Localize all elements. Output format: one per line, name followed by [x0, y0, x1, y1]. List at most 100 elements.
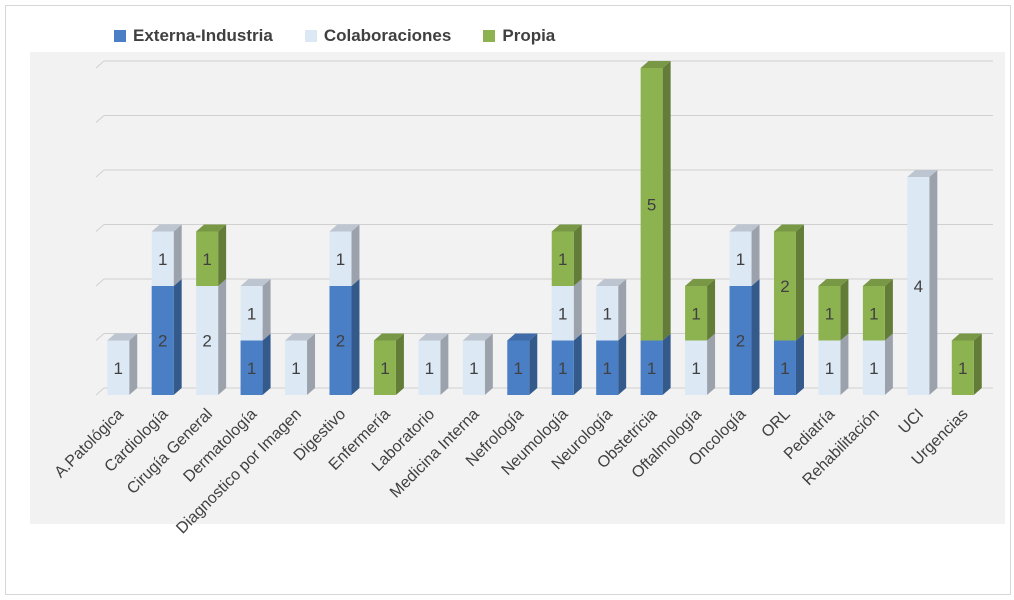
bar-top	[862, 279, 893, 286]
bar-side-propia	[840, 279, 849, 341]
bar-colaboraciones	[462, 340, 485, 395]
bar-stack-dermatologia: 11	[240, 279, 271, 395]
bar-top	[551, 224, 582, 232]
bar-top	[285, 333, 316, 341]
bar-propia	[951, 340, 974, 395]
bar-propia	[196, 231, 219, 286]
legend-swatch-externa-industria	[114, 30, 126, 42]
data-label: 1	[869, 359, 878, 378]
bar-side-externa-industria	[662, 333, 671, 395]
bar-side-externa-industria	[573, 333, 582, 395]
data-label: 1	[291, 359, 300, 378]
bar-colaboraciones	[151, 231, 174, 286]
bar-stack-a-patologica: 1	[107, 333, 138, 395]
gridline-side	[95, 169, 105, 178]
bar-side-externa-industria	[173, 279, 182, 395]
bar-side-colaboraciones	[262, 279, 271, 341]
bar-top	[729, 224, 760, 232]
bar-top	[685, 279, 716, 286]
bar-side-colaboraciones	[484, 333, 493, 395]
bar-colaboraciones	[196, 286, 219, 395]
bar-side-colaboraciones	[840, 333, 849, 395]
bar-top	[373, 333, 404, 341]
bar-side-colaboraciones	[884, 333, 893, 395]
data-label: 1	[247, 359, 256, 378]
data-label: 1	[647, 359, 656, 378]
data-label: 1	[113, 359, 122, 378]
bar-colaboraciones	[729, 231, 752, 286]
legend-item-colaboraciones: Colaboraciones	[304, 26, 452, 46]
bar-propia	[862, 286, 885, 341]
data-label: 1	[691, 359, 700, 378]
bar-propia	[373, 340, 396, 395]
bar-stack-digestivo: 21	[329, 224, 360, 395]
bar-colaboraciones	[907, 177, 930, 395]
data-label: 1	[158, 250, 167, 269]
bar-propia	[773, 231, 796, 341]
data-label: 1	[202, 250, 211, 269]
bar-externa-industria	[596, 340, 619, 395]
bar-top	[418, 333, 449, 341]
data-label: 1	[558, 250, 567, 269]
bar-stack-cirugia-general: 21	[196, 224, 227, 395]
bar-top	[507, 333, 538, 341]
bar-externa-industria	[151, 286, 174, 395]
bar-top	[329, 224, 360, 232]
bar-side-colaboraciones	[218, 279, 227, 395]
bar-stack-laboratorio: 1	[418, 333, 449, 395]
bar-top	[151, 224, 182, 232]
legend-item-externa-industria: Externa-Industria	[114, 26, 273, 46]
bar-stack-diagnostico-por-imagen: 1	[285, 333, 316, 395]
data-label: 2	[158, 332, 167, 351]
bar-colaboraciones	[818, 340, 841, 395]
data-label: 1	[380, 359, 389, 378]
data-label: 2	[336, 332, 345, 351]
bar-colaboraciones	[418, 340, 441, 395]
bar-externa-industria	[773, 340, 796, 395]
gridline-side	[95, 115, 105, 123]
bar-side-externa-industria	[262, 333, 271, 395]
data-label: 1	[469, 359, 478, 378]
bar-side-externa-industria	[795, 333, 804, 395]
gridline-side	[95, 387, 105, 396]
gridline-side	[95, 333, 105, 341]
bar-externa-industria	[729, 286, 752, 395]
bar-side-colaboraciones	[129, 333, 138, 395]
chart-legend: Externa-Industria Colaboraciones Propia	[114, 24, 555, 48]
bar-stack-orl: 12	[773, 224, 804, 395]
bar-stack-uci: 4	[907, 170, 938, 395]
legend-label-externa-industria: Externa-Industria	[133, 26, 273, 45]
bar-propia	[640, 68, 663, 341]
bar-side-colaboraciones	[440, 333, 449, 395]
legend-swatch-propia	[483, 30, 496, 42]
legend-label-colaboraciones: Colaboraciones	[323, 26, 452, 45]
bar-stack-pediatria: 11	[818, 279, 849, 395]
data-label: 2	[736, 332, 745, 351]
gridline-side	[95, 278, 105, 287]
bar-top	[462, 333, 493, 341]
data-label: 5	[647, 195, 656, 214]
data-label: 4	[914, 277, 923, 296]
bar-side-colaboraciones	[707, 333, 716, 395]
bar-side-colaboraciones	[173, 224, 182, 286]
data-label: 1	[558, 304, 567, 323]
bar-colaboraciones	[240, 286, 263, 341]
bar-top	[907, 170, 938, 177]
bar-stack-urgencias: 1	[951, 333, 982, 395]
bar-side-externa-industria	[618, 333, 627, 395]
data-label: 1	[780, 359, 789, 378]
bar-stack-obstetricia: 15	[640, 61, 671, 395]
data-label: 1	[825, 359, 834, 378]
bar-top	[640, 61, 671, 68]
data-label: 1	[825, 304, 834, 323]
bar-colaboraciones	[285, 340, 308, 395]
bar-stack-oftalmologia: 11	[685, 279, 716, 395]
bar-top	[240, 279, 271, 286]
bar-top	[596, 279, 627, 286]
bar-side-propia	[662, 61, 671, 341]
bar-externa-industria	[240, 340, 263, 395]
bar-externa-industria	[640, 340, 663, 395]
bar-propia	[685, 286, 708, 341]
bar-side-colaboraciones	[351, 224, 360, 286]
